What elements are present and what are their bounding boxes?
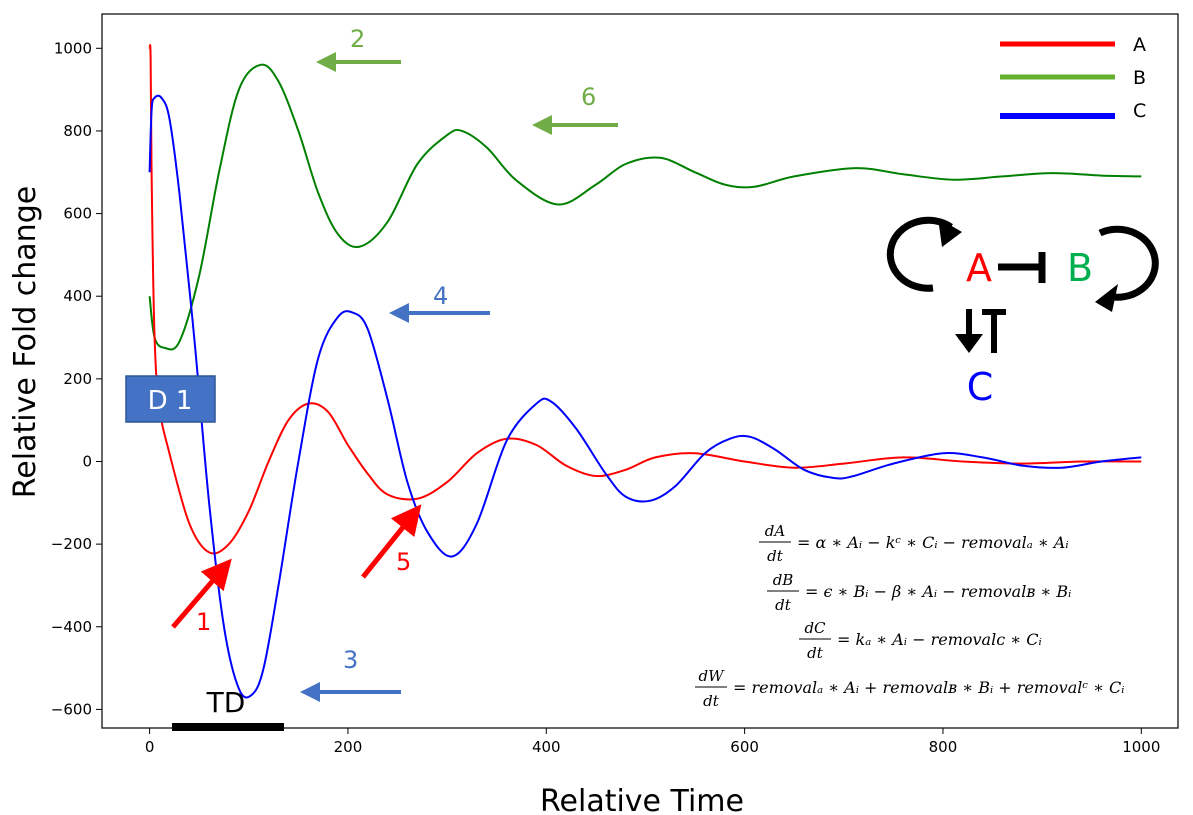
annotation-label-5: 5 bbox=[396, 548, 411, 576]
equation-dw-dt: dW dt = removalₐ ∗ Aᵢ + removalʙ ∗ Bᵢ + … bbox=[695, 667, 1125, 710]
y-tick-label: 600 bbox=[63, 205, 92, 223]
legend: A B C bbox=[1000, 34, 1146, 122]
self-loop-b-icon bbox=[1098, 225, 1159, 301]
legend-label-b: B bbox=[1133, 67, 1146, 89]
x-tick-label: 0 bbox=[145, 738, 155, 756]
eq4-denominator: dt bbox=[703, 692, 720, 710]
eq4-numerator: dW bbox=[698, 667, 725, 685]
equation-dc-dt: dC dt = kₐ ∗ Aᵢ − removalᴄ ∗ Cᵢ bbox=[799, 619, 1042, 662]
annotation-label-1: 1 bbox=[196, 608, 211, 636]
eq3-rhs: = kₐ ∗ Aᵢ − removalᴄ ∗ Cᵢ bbox=[837, 630, 1042, 649]
series-line-b bbox=[148, 63, 1142, 351]
x-axis-ticks: 0 200 400 600 800 1000 bbox=[145, 728, 1160, 756]
y-tick-label: −600 bbox=[51, 700, 92, 718]
series-layer bbox=[148, 44, 1142, 699]
annotation-label-4: 4 bbox=[433, 282, 448, 310]
eq3-numerator: dC bbox=[804, 619, 826, 637]
d1-label: D 1 bbox=[148, 386, 193, 416]
eq2-numerator: dB bbox=[773, 571, 794, 589]
self-loop-a-head-icon bbox=[938, 218, 962, 247]
self-loop-a-icon bbox=[886, 216, 953, 292]
y-tick-label: 1000 bbox=[54, 39, 92, 57]
self-loop-b-head-icon bbox=[1095, 284, 1118, 312]
annotation-label-3: 3 bbox=[343, 646, 358, 674]
x-tick-label: 600 bbox=[730, 738, 759, 756]
eq1-denominator: dt bbox=[767, 547, 784, 565]
eq1-rhs: = α ∗ Aᵢ − kᶜ ∗ Cᵢ − removalₐ ∗ Aᵢ bbox=[797, 533, 1069, 552]
eq2-rhs: = ϵ ∗ Bᵢ − β ∗ Aᵢ − removalʙ ∗ Bᵢ bbox=[805, 582, 1071, 601]
eq4-rhs: = removalₐ ∗ Aᵢ + removalʙ ∗ Bᵢ + remova… bbox=[733, 678, 1125, 697]
td-label: TD bbox=[206, 686, 246, 719]
y-axis-title: Relative Fold change bbox=[8, 186, 43, 498]
activate-a-c-head-icon bbox=[955, 334, 983, 353]
d1-box bbox=[125, 375, 216, 423]
td-bar bbox=[172, 723, 284, 731]
y-tick-label: 200 bbox=[63, 370, 92, 388]
plot-frame bbox=[101, 13, 1179, 729]
node-c: C bbox=[967, 365, 994, 409]
x-tick-label: 400 bbox=[532, 738, 561, 756]
annotation-label-2: 2 bbox=[350, 25, 365, 53]
y-tick-label: 800 bbox=[63, 122, 92, 140]
eq2-denominator: dt bbox=[775, 596, 792, 614]
x-axis-title: Relative Time bbox=[540, 784, 744, 815]
series-line-a bbox=[148, 44, 1142, 555]
equation-da-dt: dA dt = α ∗ Aᵢ − kᶜ ∗ Cᵢ − removalₐ ∗ Aᵢ bbox=[759, 522, 1069, 565]
y-axis-ticks: 1000 800 600 400 200 0 −200 −400 −600 bbox=[51, 39, 102, 718]
y-tick-label: −400 bbox=[51, 618, 92, 636]
annotations: 1 2 3 4 5 6 bbox=[171, 25, 618, 702]
eq1-numerator: dA bbox=[765, 522, 786, 540]
arrow-1 bbox=[171, 558, 232, 629]
legend-label-c: C bbox=[1133, 100, 1146, 122]
network-diagram: A B C bbox=[886, 216, 1159, 409]
y-tick-label: 400 bbox=[63, 287, 92, 305]
annotation-label-6: 6 bbox=[581, 83, 596, 111]
y-tick-label: 0 bbox=[82, 452, 92, 470]
arrow-5 bbox=[361, 504, 422, 579]
x-tick-label: 200 bbox=[334, 738, 363, 756]
equations: dA dt = α ∗ Aᵢ − kᶜ ∗ Cᵢ − removalₐ ∗ Aᵢ… bbox=[695, 522, 1125, 710]
series-line-c bbox=[148, 94, 1142, 699]
node-b: B bbox=[1067, 246, 1093, 290]
eq3-denominator: dt bbox=[807, 644, 824, 662]
y-tick-label: −200 bbox=[51, 535, 92, 553]
x-tick-label: 1000 bbox=[1122, 738, 1160, 756]
x-tick-label: 800 bbox=[929, 738, 958, 756]
legend-label-a: A bbox=[1133, 34, 1146, 56]
equation-db-dt: dB dt = ϵ ∗ Bᵢ − β ∗ Aᵢ − removalʙ ∗ Bᵢ bbox=[767, 571, 1071, 614]
node-a: A bbox=[966, 246, 992, 290]
